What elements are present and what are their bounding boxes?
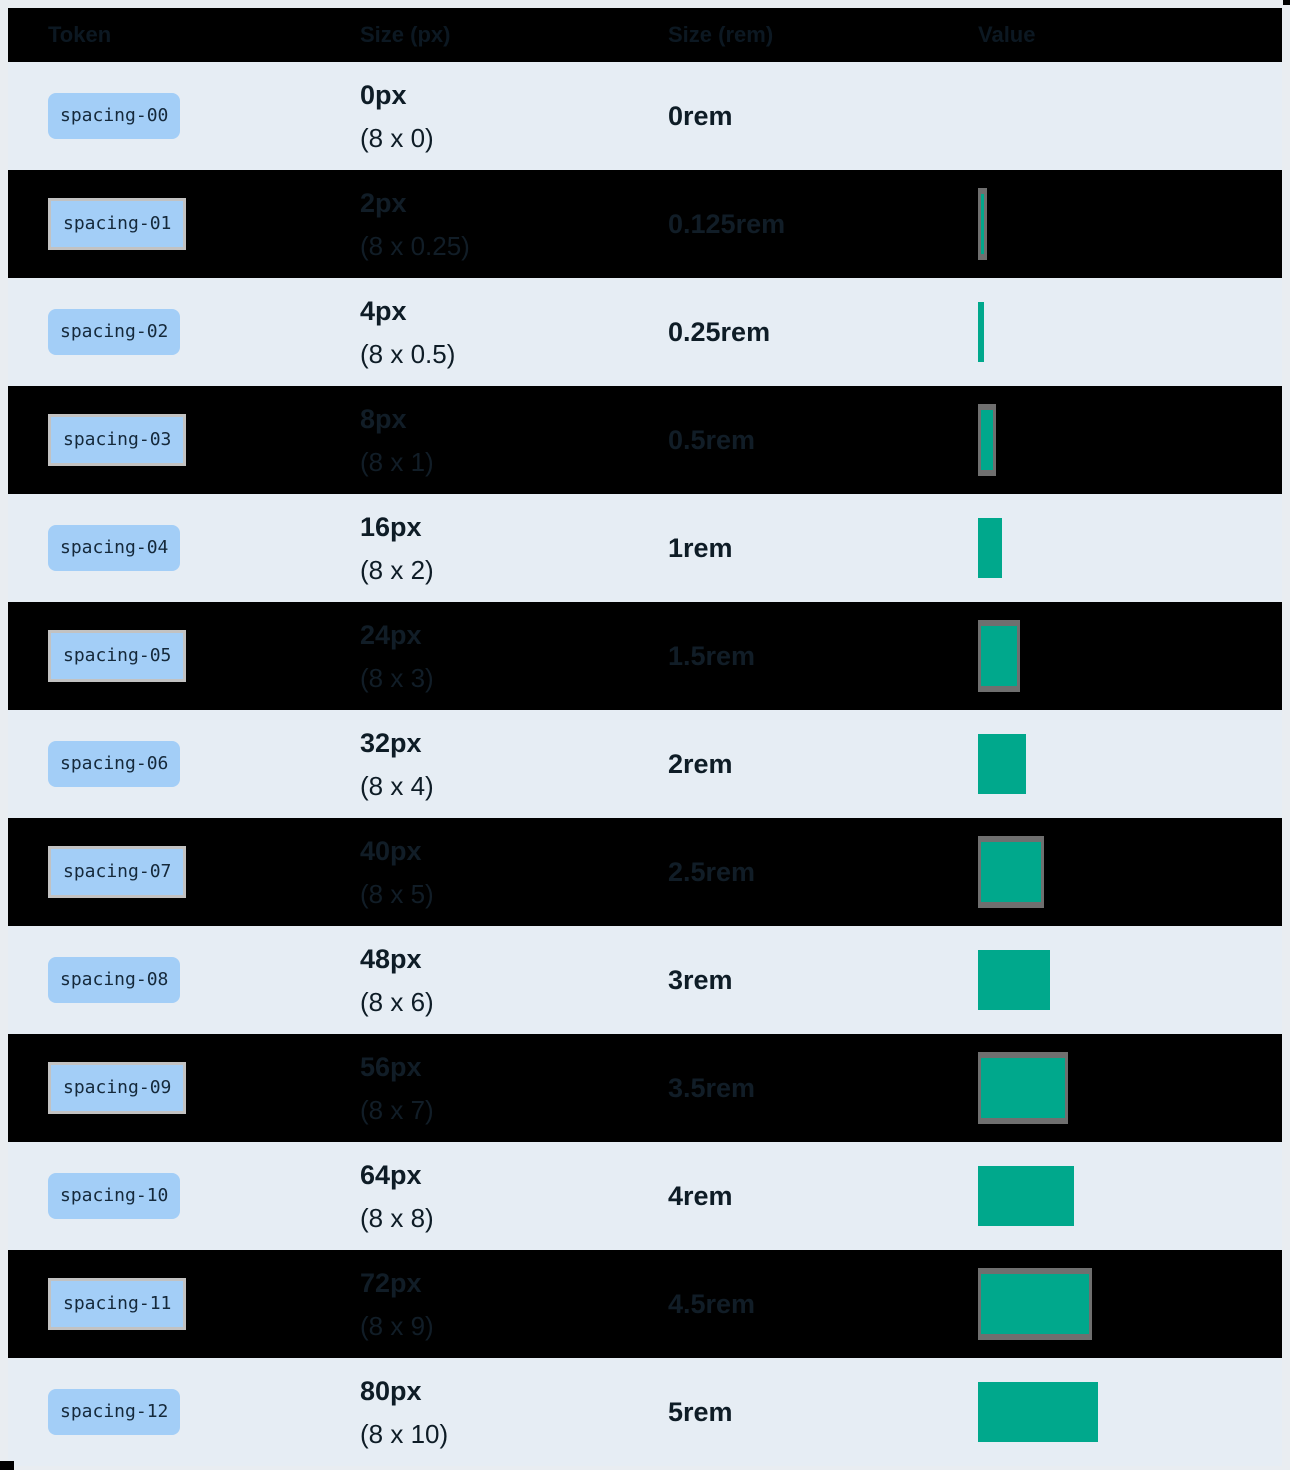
px-value: 4px xyxy=(360,295,407,326)
px-multiplier: (8 x 1) xyxy=(360,446,434,477)
token-chip: spacing-01 xyxy=(48,198,187,250)
px-value: 2px xyxy=(360,187,407,218)
spacing-token-table: Token Size (px) Size (rem) Value spacing… xyxy=(8,8,1282,1466)
px-value: 32px xyxy=(360,727,422,758)
px-value: 80px xyxy=(360,1375,422,1406)
px-value: 72px xyxy=(360,1267,422,1298)
px-multiplier: (8 x 4) xyxy=(360,770,434,801)
rem-value: 2rem xyxy=(668,748,733,779)
table-row: spacing-04 16px (8 x 2) 1rem xyxy=(8,494,1282,602)
top-right-corner-artifact xyxy=(1283,0,1290,5)
px-multiplier: (8 x 0) xyxy=(360,122,434,153)
token-chip: spacing-06 xyxy=(48,741,181,787)
token-chip: spacing-12 xyxy=(48,1389,181,1435)
rem-value: 1.5rem xyxy=(668,640,756,671)
table-row: spacing-08 48px (8 x 6) 3rem xyxy=(8,926,1282,1034)
spacing-swatch xyxy=(978,1166,1074,1226)
rem-value: 3.5rem xyxy=(668,1072,756,1103)
rem-value: 4.5rem xyxy=(668,1288,756,1319)
px-value: 0px xyxy=(360,79,407,110)
token-chip: spacing-07 xyxy=(48,846,187,898)
spacing-swatch xyxy=(978,836,1044,908)
column-header-size-px: Size (px) xyxy=(360,22,451,47)
token-chip: spacing-08 xyxy=(48,957,181,1003)
table-header-row: Token Size (px) Size (rem) Value xyxy=(8,8,1282,62)
table-row: spacing-07 40px (8 x 5) 2.5rem xyxy=(8,818,1282,926)
spacing-swatch xyxy=(978,950,1050,1010)
px-multiplier: (8 x 5) xyxy=(360,878,434,909)
px-multiplier: (8 x 8) xyxy=(360,1202,434,1233)
spacing-swatch xyxy=(978,1052,1068,1124)
px-multiplier: (8 x 2) xyxy=(360,554,434,585)
table-row: spacing-02 4px (8 x 0.5) 0.25rem xyxy=(8,278,1282,386)
table-row: spacing-10 64px (8 x 8) 4rem xyxy=(8,1142,1282,1250)
spacing-swatch xyxy=(978,518,1002,578)
px-multiplier: (8 x 7) xyxy=(360,1094,434,1125)
table-row: spacing-09 56px (8 x 7) 3.5rem xyxy=(8,1034,1282,1142)
rem-value: 4rem xyxy=(668,1180,733,1211)
spacing-swatch xyxy=(978,188,987,260)
spacing-swatch xyxy=(978,1382,1098,1442)
spacing-swatch xyxy=(978,734,1026,794)
token-chip: spacing-05 xyxy=(48,630,187,682)
rem-value: 0.5rem xyxy=(668,424,756,455)
bottom-left-corner-artifact xyxy=(0,1461,14,1470)
px-value: 24px xyxy=(360,619,422,650)
px-multiplier: (8 x 10) xyxy=(360,1418,449,1449)
token-chip: spacing-00 xyxy=(48,93,181,139)
table-row: spacing-03 8px (8 x 1) 0.5rem xyxy=(8,386,1282,494)
column-header-size-rem: Size (rem) xyxy=(668,22,774,47)
px-value: 64px xyxy=(360,1159,422,1190)
token-chip: spacing-09 xyxy=(48,1062,187,1114)
px-value: 16px xyxy=(360,511,422,542)
px-value: 8px xyxy=(360,403,407,434)
table-row: spacing-12 80px (8 x 10) 5rem xyxy=(8,1358,1282,1466)
rem-value: 2.5rem xyxy=(668,856,756,887)
token-chip: spacing-03 xyxy=(48,414,187,466)
px-multiplier: (8 x 9) xyxy=(360,1310,434,1341)
column-header-value: Value xyxy=(978,22,1036,47)
px-value: 40px xyxy=(360,835,422,866)
table-row: spacing-11 72px (8 x 9) 4.5rem xyxy=(8,1250,1282,1358)
table-row: spacing-00 0px (8 x 0) 0rem xyxy=(8,62,1282,170)
rem-value: 0rem xyxy=(668,100,733,131)
rem-value: 5rem xyxy=(668,1396,733,1427)
table-row: spacing-01 2px (8 x 0.25) 0.125rem xyxy=(8,170,1282,278)
table-row: spacing-06 32px (8 x 4) 2rem xyxy=(8,710,1282,818)
px-multiplier: (8 x 0.25) xyxy=(360,230,470,261)
spacing-swatch xyxy=(978,302,984,362)
spacing-swatch xyxy=(978,1268,1092,1340)
spacing-swatch xyxy=(978,620,1020,692)
token-chip: spacing-04 xyxy=(48,525,181,571)
rem-value: 1rem xyxy=(668,532,733,563)
px-value: 48px xyxy=(360,943,422,974)
px-multiplier: (8 x 6) xyxy=(360,986,434,1017)
rem-value: 3rem xyxy=(668,964,733,995)
table-row: spacing-05 24px (8 x 3) 1.5rem xyxy=(8,602,1282,710)
column-header-token: Token xyxy=(48,22,112,47)
rem-value: 0.125rem xyxy=(668,208,786,239)
px-multiplier: (8 x 0.5) xyxy=(360,338,456,369)
px-value: 56px xyxy=(360,1051,422,1082)
token-chip: spacing-10 xyxy=(48,1173,181,1219)
token-chip: spacing-11 xyxy=(48,1278,187,1330)
token-chip: spacing-02 xyxy=(48,309,181,355)
spacing-swatch xyxy=(978,404,996,476)
px-multiplier: (8 x 3) xyxy=(360,662,434,693)
rem-value: 0.25rem xyxy=(668,316,771,347)
